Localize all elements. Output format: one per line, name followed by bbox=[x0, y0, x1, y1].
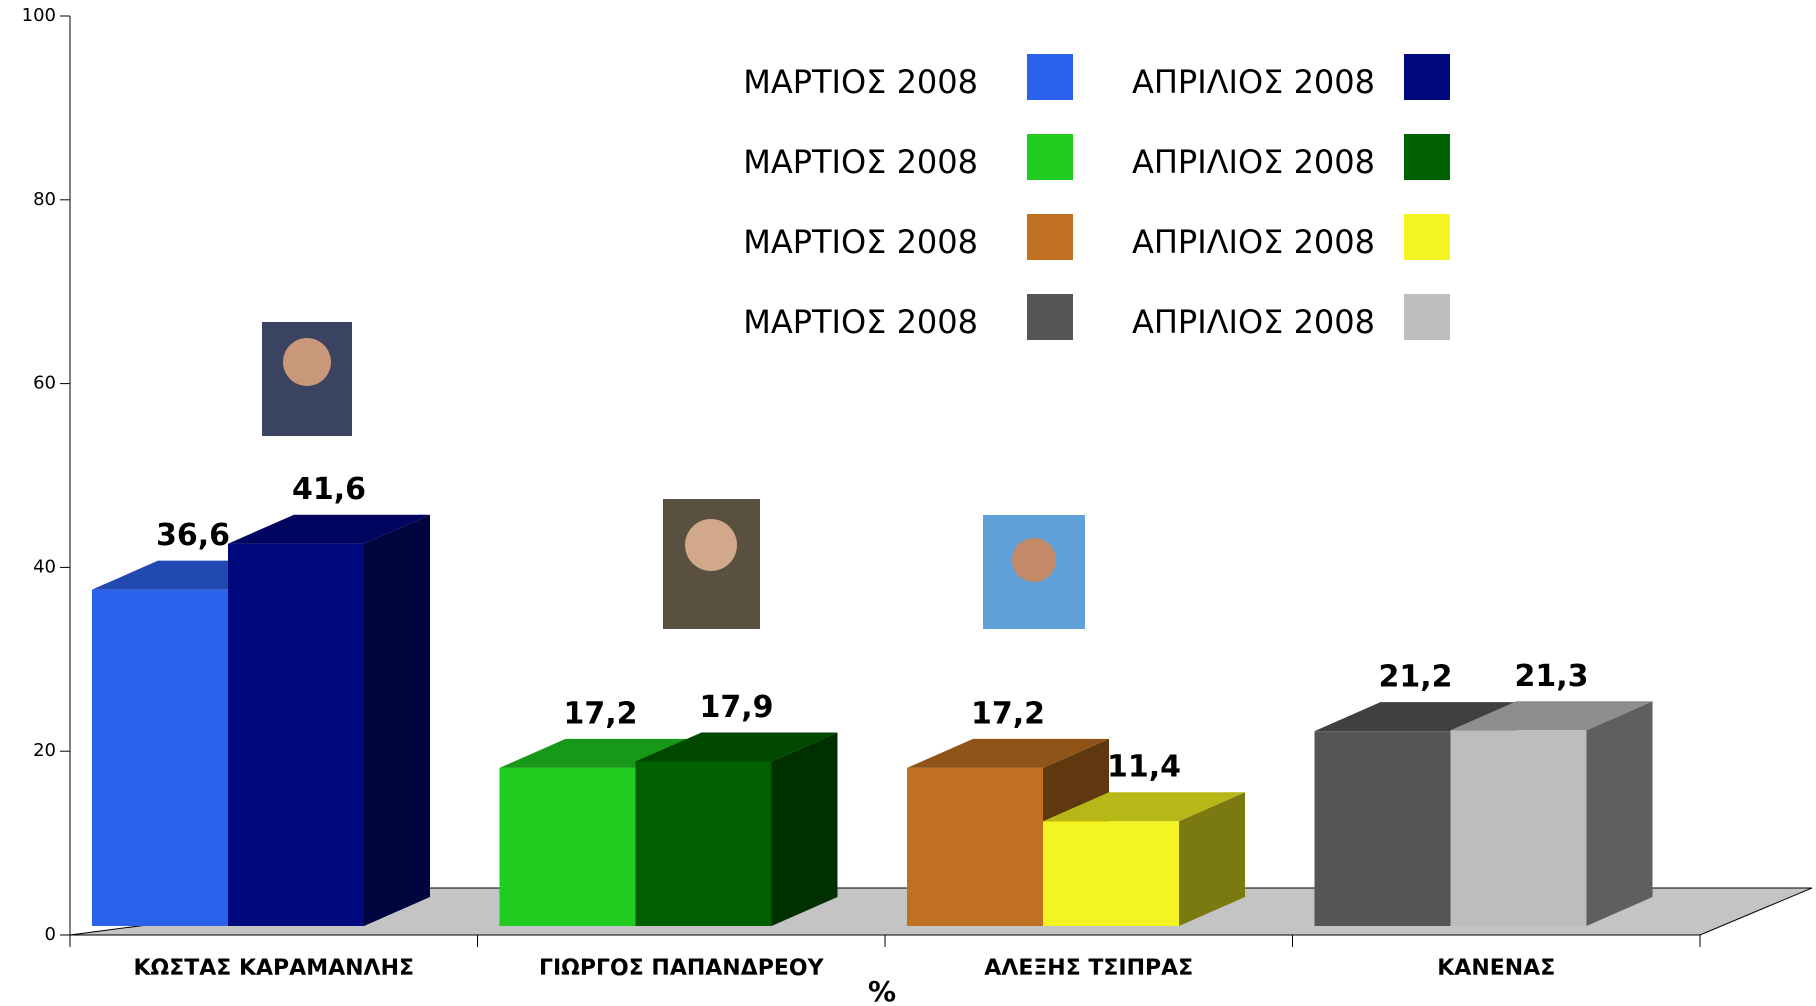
bar bbox=[635, 761, 772, 926]
bar bbox=[92, 589, 228, 926]
x-tick-label: ΚΑΝΕΝΑΣ bbox=[1437, 956, 1555, 981]
y-tick-label: 0 bbox=[45, 924, 56, 945]
y-tick-label: 40 bbox=[33, 556, 56, 577]
value-label: 11,4 bbox=[1107, 750, 1181, 785]
photo-face bbox=[1012, 538, 1056, 582]
legend-label: ΜΑΡΤΙΟΣ 2008 bbox=[743, 63, 978, 101]
bar bbox=[907, 767, 1043, 926]
y-tick-label: 60 bbox=[33, 373, 56, 394]
x-tick-label: ΚΩΣΤΑΣ ΚΑΡΑΜΑΝΛΗΣ bbox=[133, 956, 414, 981]
legend-swatch bbox=[1027, 54, 1073, 100]
bar bbox=[1450, 730, 1587, 926]
photos bbox=[262, 322, 1085, 629]
legend-swatch bbox=[1027, 294, 1073, 340]
bar-side bbox=[364, 514, 430, 926]
bar bbox=[499, 767, 636, 926]
bar-top bbox=[1043, 792, 1245, 822]
value-label: 36,6 bbox=[156, 518, 230, 553]
bar-side bbox=[1179, 792, 1245, 926]
y-tick-label: 100 bbox=[22, 5, 56, 26]
bar bbox=[228, 543, 364, 926]
legend-swatch bbox=[1027, 134, 1073, 180]
value-label: 17,2 bbox=[971, 696, 1045, 731]
bar-top bbox=[635, 732, 838, 762]
legend-label: ΜΑΡΤΙΟΣ 2008 bbox=[743, 303, 978, 341]
photo-face bbox=[283, 338, 331, 386]
y-tick-label: 20 bbox=[33, 740, 56, 761]
y-tick-label: 80 bbox=[33, 189, 56, 210]
x-tick-label: ΓΙΩΡΓΟΣ ΠΑΠΑΝΔΡΕΟΥ bbox=[539, 956, 825, 981]
bar-top bbox=[1450, 701, 1653, 731]
photo-face bbox=[685, 519, 737, 571]
value-label: 41,6 bbox=[292, 472, 366, 507]
legend-label: ΜΑΡΤΙΟΣ 2008 bbox=[743, 223, 978, 261]
legend-label: ΑΠΡΙΛΙΟΣ 2008 bbox=[1132, 63, 1375, 101]
legend-swatch bbox=[1404, 294, 1450, 340]
legend-swatch bbox=[1027, 214, 1073, 260]
value-label: 17,2 bbox=[563, 696, 637, 731]
legend-label: ΜΑΡΤΙΟΣ 2008 bbox=[743, 143, 978, 181]
legend-label: ΑΠΡΙΛΙΟΣ 2008 bbox=[1132, 223, 1375, 261]
legend-swatch bbox=[1404, 134, 1450, 180]
bar-side bbox=[1586, 701, 1653, 926]
legend-swatch bbox=[1404, 214, 1450, 260]
bar-top bbox=[907, 738, 1109, 768]
bar bbox=[1043, 821, 1179, 926]
legend-label: ΑΠΡΙΛΙΟΣ 2008 bbox=[1132, 143, 1375, 181]
value-label: 21,3 bbox=[1514, 659, 1588, 694]
legend-label: ΑΠΡΙΛΙΟΣ 2008 bbox=[1132, 303, 1375, 341]
bar-top bbox=[228, 514, 430, 544]
legend-swatch bbox=[1404, 54, 1450, 100]
x-axis-label: % bbox=[868, 975, 896, 1006]
value-label: 17,9 bbox=[699, 690, 773, 725]
bar-side bbox=[771, 732, 838, 926]
bar bbox=[1314, 731, 1451, 926]
value-label: 21,2 bbox=[1378, 660, 1452, 695]
x-tick-label: ΑΛΕΞΗΣ ΤΣΙΠΡΑΣ bbox=[984, 956, 1193, 981]
